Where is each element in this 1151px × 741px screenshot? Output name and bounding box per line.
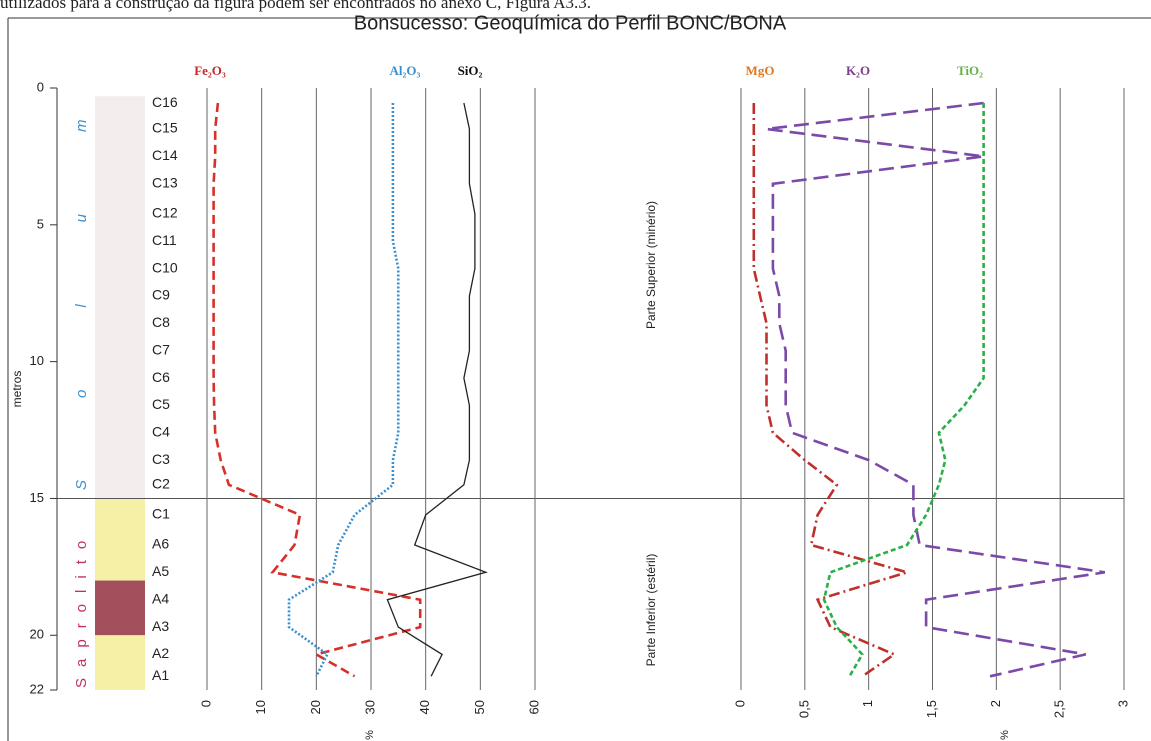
sample-label: C9	[152, 287, 170, 303]
series-line	[822, 103, 985, 677]
sample-label: C14	[152, 147, 178, 163]
y-axis-label: metros	[10, 371, 24, 408]
x-tick-label: 0,5	[796, 700, 811, 718]
series-line	[386, 102, 488, 677]
legend-label: MgO	[746, 63, 775, 78]
sample-label: C5	[152, 396, 170, 412]
sample-label: A6	[152, 536, 169, 552]
y-tick-label: 10	[30, 353, 44, 368]
sample-label: C13	[152, 174, 178, 190]
sample-label: C7	[152, 341, 170, 357]
legend-label: Al₂O₃	[390, 63, 421, 78]
x-tick-label: 1,5	[924, 700, 939, 718]
annotation: Parte Inferior (estéril)	[644, 554, 658, 667]
sample-label: A5	[152, 563, 169, 579]
sample-label: C16	[152, 94, 178, 110]
y-tick-label: 0	[37, 79, 44, 94]
sample-label: C8	[152, 314, 170, 330]
series-line	[766, 101, 1105, 678]
sample-label: A1	[152, 667, 169, 683]
lithology-layer	[95, 635, 145, 690]
x-tick-label: 2	[988, 700, 1003, 707]
y-tick-label: 20	[30, 627, 44, 642]
chart-title: Bonsucesso: Geoquímica do Perfil BONC/BO…	[354, 12, 787, 34]
sample-label: C3	[152, 451, 170, 467]
x-tick-label: 20	[308, 700, 323, 714]
y-tick-label: 15	[30, 490, 44, 505]
sample-label: A4	[152, 590, 169, 606]
lithology-layer	[95, 498, 145, 581]
y-tick-label: 22	[30, 681, 44, 696]
sample-label: C6	[152, 369, 170, 385]
x-tick-label: 1	[860, 700, 875, 707]
sample-label: A2	[152, 645, 169, 661]
x-axis-label: %	[999, 730, 1011, 740]
legend-label: TiO₂	[957, 63, 983, 78]
series-line	[287, 103, 400, 677]
x-tick-label: 50	[472, 700, 487, 714]
sample-label: C12	[152, 205, 178, 221]
series-line	[752, 103, 912, 678]
sample-label: C15	[152, 120, 178, 136]
legend-label: Fe₂O₃	[194, 63, 226, 78]
annotation: Parte Superior (minério)	[644, 201, 658, 329]
lithology-layer	[95, 580, 145, 636]
y-tick-label: 5	[37, 216, 44, 231]
sample-label: C4	[152, 423, 170, 439]
lithology-label: Solum	[73, 37, 90, 490]
series-line	[212, 102, 422, 678]
header-text: utilizados para a construção da figura p…	[0, 0, 591, 12]
sample-label: C2	[152, 475, 170, 491]
sample-label: C11	[152, 232, 177, 248]
x-tick-label: 60	[526, 700, 541, 714]
x-tick-label: 10	[253, 700, 268, 714]
legend-label: SiO₂	[458, 63, 483, 78]
lithology-layer	[95, 96, 145, 499]
x-axis-label: %	[364, 730, 376, 740]
sample-label: C1	[152, 506, 170, 522]
sample-label: C10	[152, 259, 178, 275]
x-tick-label: 30	[362, 700, 377, 714]
x-tick-label: 0	[198, 700, 213, 707]
x-tick-label: 0	[732, 700, 747, 707]
sample-label: A3	[152, 618, 169, 634]
x-tick-label: 2,5	[1052, 700, 1067, 718]
x-tick-label: 40	[417, 700, 432, 714]
lithology-label: Saprolito	[73, 530, 90, 688]
x-tick-label: 3	[1115, 700, 1130, 707]
legend-label: K₂O	[846, 63, 870, 78]
